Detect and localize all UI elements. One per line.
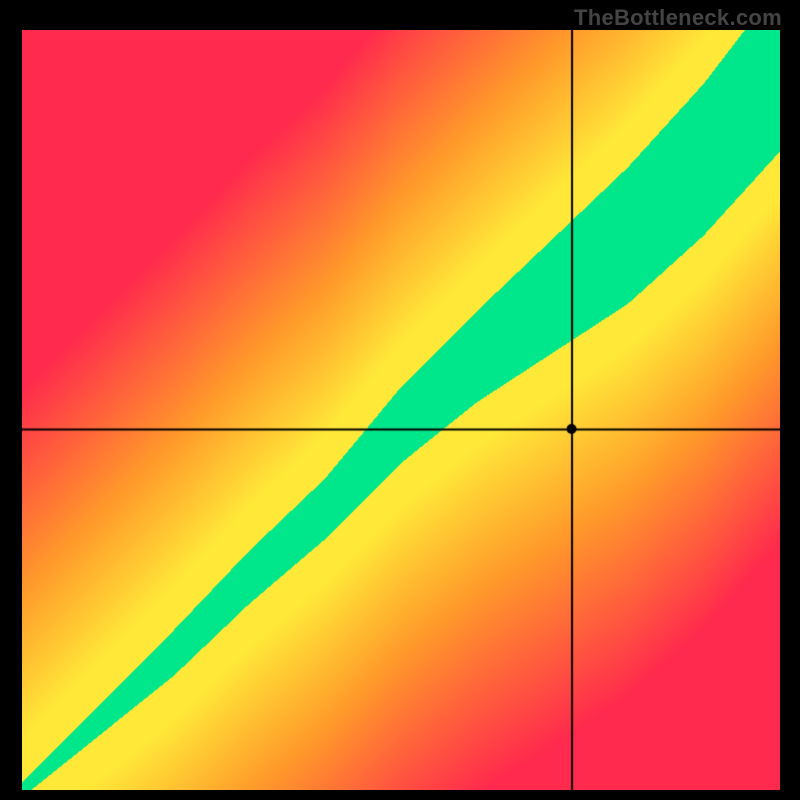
- bottleneck-heatmap: [22, 30, 780, 790]
- chart-container: TheBottleneck.com: [0, 0, 800, 800]
- watermark-text: TheBottleneck.com: [574, 5, 782, 31]
